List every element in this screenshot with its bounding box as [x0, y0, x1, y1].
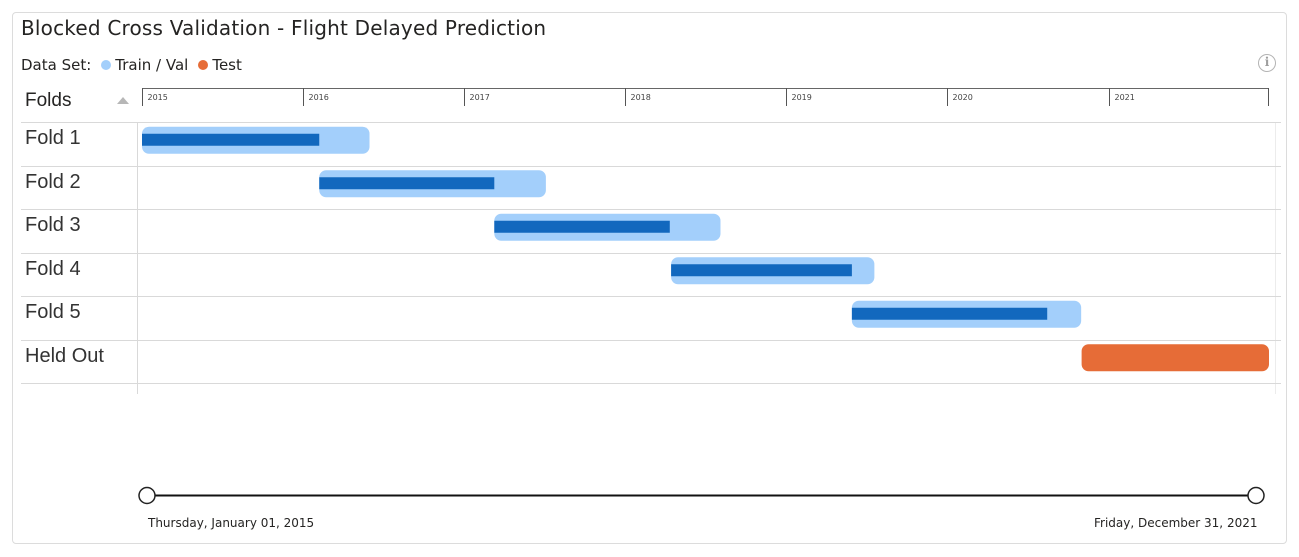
- legend-dot-train-val: [101, 60, 112, 70]
- train-inner-bar[interactable]: [671, 264, 852, 277]
- legend-dot-test: [198, 60, 209, 70]
- time-axis: 2015 2016 2017 2018 2019 2020 2021: [142, 88, 1269, 106]
- legend-item-label: Train / Val: [115, 56, 189, 74]
- axis-tick-label-2021: 2021: [1115, 93, 1135, 102]
- axis-tick-label-2019: 2019: [792, 93, 812, 102]
- visual-card: [12, 12, 1287, 544]
- train-inner-bar[interactable]: [319, 177, 495, 190]
- row-label: Fold 5: [25, 301, 81, 323]
- row-label: Fold 1: [25, 127, 81, 149]
- test-bar[interactable]: [1081, 344, 1269, 372]
- legend: Data Set: Train / Val Test: [21, 56, 242, 74]
- date-range-slider: [138, 486, 1265, 505]
- slider-start-date: Thursday, January 01, 2015: [148, 516, 315, 530]
- row-label: Fold 4: [25, 257, 81, 280]
- row-label: Fold 2: [25, 170, 81, 193]
- row-label: Held Out: [25, 344, 104, 367]
- axis-tick-label-2018: 2018: [631, 93, 651, 102]
- slider-end-handle[interactable]: [1247, 486, 1265, 505]
- sort-ascending-icon[interactable]: [117, 97, 129, 104]
- legend-item-test[interactable]: Test: [198, 56, 242, 74]
- train-inner-bar[interactable]: [142, 133, 320, 146]
- axis-tick-label-2015: 2015: [148, 93, 168, 102]
- axis-tick-label-2017: 2017: [470, 93, 490, 102]
- legend-item-label: Test: [212, 56, 242, 74]
- slider-end-date: Friday, December 31, 2021: [1094, 516, 1258, 530]
- info-icon[interactable]: i: [1258, 54, 1276, 72]
- train-inner-bar[interactable]: [851, 307, 1048, 320]
- train-inner-bar[interactable]: [494, 220, 670, 233]
- legend-label: Data Set:: [21, 56, 92, 74]
- gantt-bars: [142, 126, 1269, 372]
- slider-start-handle[interactable]: [138, 486, 156, 505]
- row-gridlines: [21, 122, 1281, 394]
- legend-item-train-val[interactable]: Train / Val: [101, 56, 188, 74]
- row-label: Fold 3: [25, 214, 81, 236]
- axis-tick-label-2020: 2020: [953, 93, 973, 102]
- chart-title: Blocked Cross Validation - Flight Delaye…: [21, 16, 547, 40]
- column-header-folds[interactable]: Folds: [25, 90, 72, 111]
- axis-tick-label-2016: 2016: [309, 93, 329, 102]
